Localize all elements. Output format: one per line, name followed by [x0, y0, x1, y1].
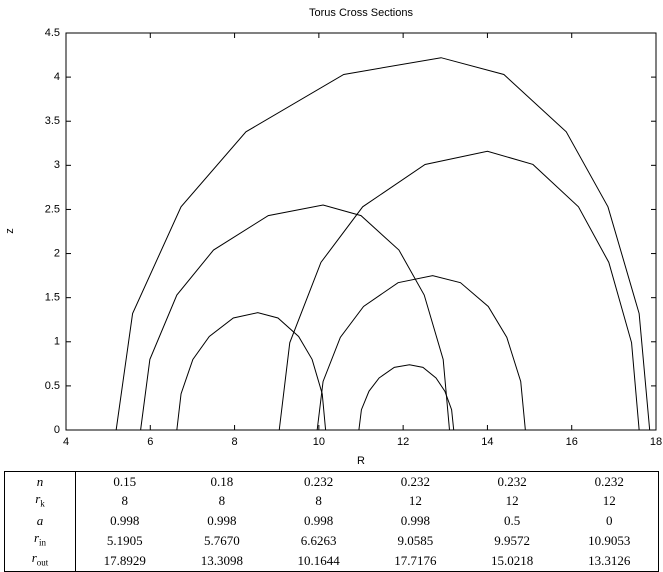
- x-tick-label: 4: [63, 436, 69, 448]
- table-cell: 5.7670: [203, 532, 240, 548]
- table-cell: 12: [602, 493, 616, 509]
- cross-section-curve: [278, 150, 640, 431]
- y-tick-label: 3.5: [45, 115, 60, 127]
- table-cell: 9.0585: [397, 532, 434, 548]
- y-tick-label: 1.5: [45, 292, 60, 304]
- y-tick-label: 1: [54, 336, 60, 348]
- table-cell: 8: [218, 493, 226, 509]
- cross-section-curve: [358, 364, 455, 431]
- plot-frame: [65, 32, 657, 431]
- table-cell: 17.8929: [103, 553, 146, 569]
- x-tick-label: 18: [650, 436, 662, 448]
- table-cell: 10.9053: [588, 532, 631, 548]
- table-cell: 0.998: [303, 512, 334, 528]
- x-tick-label: 10: [313, 436, 325, 448]
- table-cell: 0.232: [400, 473, 430, 489]
- x-tick-label: 16: [566, 436, 578, 448]
- table-cell: 5.1905: [106, 532, 143, 548]
- table-cell: 13.3098: [200, 553, 243, 569]
- table-cell: 0.232: [303, 473, 334, 489]
- table-cell: 17.7176: [394, 553, 437, 569]
- row-symbol: n: [36, 473, 44, 489]
- row-symbol: a: [36, 512, 44, 528]
- chart: Torus Cross Sections R z 4 6 8 10 12 14 16 1800…: [4, 7, 662, 467]
- cross-section-curve: [140, 204, 450, 431]
- table-cell: 0.998: [110, 512, 140, 528]
- x-tick-label: 8: [232, 436, 238, 448]
- table-cell: 0.18: [210, 473, 234, 489]
- table-cell: 15.0218: [491, 553, 534, 569]
- table-cell: 0.5: [504, 512, 521, 528]
- table-cell: 13.3126: [588, 553, 631, 569]
- x-tick-label: 12: [397, 436, 409, 448]
- table-cell: 10.1644: [297, 553, 340, 569]
- y-tick-label: 4: [54, 71, 60, 83]
- table-cell: 0.15: [113, 473, 137, 489]
- cross-section-curve: [176, 312, 327, 431]
- row-header: a: [4, 511, 76, 530]
- table-cell: 12: [505, 493, 519, 509]
- table-cell: 8: [315, 493, 322, 509]
- x-tick-label: 14: [481, 436, 493, 448]
- y-tick-label: 0: [54, 424, 60, 436]
- row-header: rin: [4, 529, 76, 551]
- table-cell: 6.6263: [300, 532, 337, 548]
- row-subscript: in: [39, 537, 47, 548]
- table-cell: 0.998: [400, 512, 430, 528]
- table-cell: 0: [606, 512, 613, 528]
- row-subscript: out: [36, 557, 49, 568]
- row-symbol: r: [33, 529, 40, 545]
- table-cell: 12: [408, 493, 422, 509]
- chart-title: Torus Cross Sections: [309, 7, 413, 19]
- cross-section-curve: [316, 275, 526, 431]
- cross-section-curve: [115, 57, 651, 431]
- row-header: n: [4, 471, 76, 491]
- parameter-table: n 0.15 0.18 0.232 0.232 0.232 0.232 rk 8 8 8 12 12 12…: [4, 471, 659, 572]
- table-row: rin 5.1905 5.7670 6.6263 9.0585 9.9572 10.9053: [4, 529, 659, 551]
- row-symbol: r: [31, 550, 37, 566]
- table-row: a 0.998 0.998 0.998 0.998 0.5 0: [4, 511, 659, 530]
- x-axis-label: R: [357, 455, 365, 467]
- y-tick-label: 0.5: [45, 380, 60, 392]
- row-header: rout: [4, 550, 76, 572]
- x-tick-label: 6: [147, 436, 153, 448]
- y-tick-label: 2: [54, 247, 60, 259]
- y-axis-label: z: [4, 228, 16, 234]
- table-cell: 0.232: [497, 473, 527, 489]
- row-header: rk: [4, 490, 76, 512]
- table-cell: 8: [121, 493, 128, 509]
- table-row: rout 17.8929 13.3098 10.1644 17.7176 15.0218 1…: [4, 550, 659, 572]
- table-row: rk 8 8 8 12 12 12: [4, 490, 659, 512]
- table-cell: 0.998: [207, 512, 237, 528]
- table-cell: 9.9572: [494, 532, 531, 548]
- y-tick-label: 2.5: [45, 203, 60, 215]
- y-tick-label: 4.5: [45, 27, 60, 39]
- row-subscript: k: [40, 498, 45, 509]
- row-symbol: r: [35, 490, 41, 506]
- table-cell: 0.232: [594, 473, 624, 489]
- table-row: n 0.15 0.18 0.232 0.232 0.232 0.232: [4, 471, 659, 491]
- y-tick-label: 3: [54, 159, 60, 171]
